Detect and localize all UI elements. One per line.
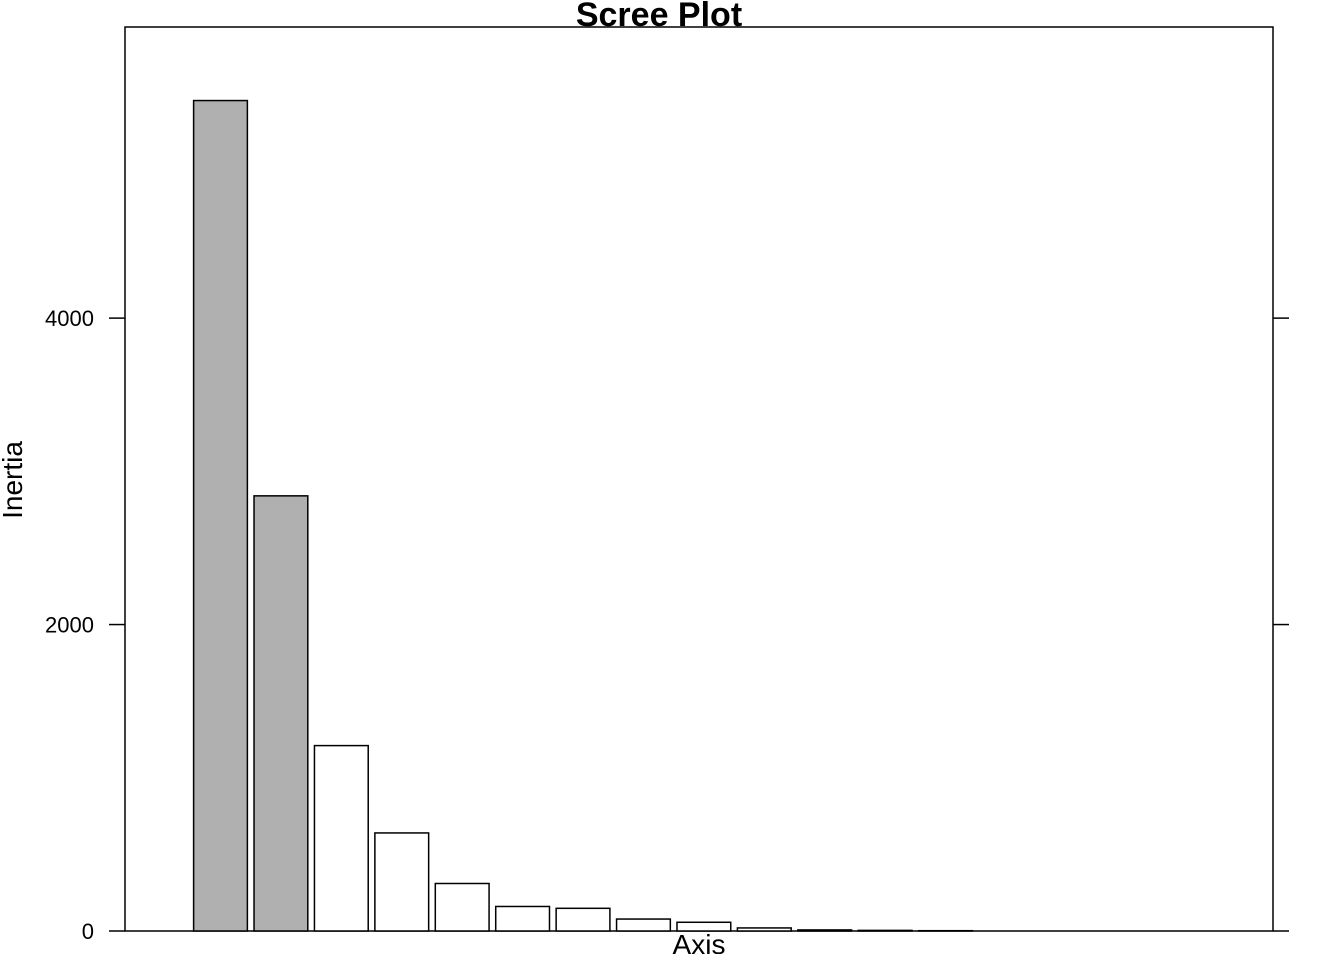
bar-axis-2 <box>253 495 309 932</box>
y-tick-label-4000: 4000 <box>45 306 94 331</box>
y-axis-label: Inertia <box>0 441 28 519</box>
bar-axis-1 <box>192 99 249 932</box>
bar-axis-12 <box>857 929 913 932</box>
bar-axis-9 <box>676 921 732 932</box>
chart-title: Scree Plot <box>576 0 742 34</box>
x-axis-label: Axis <box>673 929 726 954</box>
bar-axis-4 <box>374 832 430 932</box>
bar-axis-10 <box>736 927 792 932</box>
bar-axis-11 <box>797 929 853 932</box>
bar-axis-5 <box>434 882 490 932</box>
bars-layer <box>192 99 974 932</box>
bar-axis-3 <box>313 744 369 932</box>
bar-axis-8 <box>615 918 672 932</box>
y-tick-label-0: 0 <box>82 919 94 944</box>
y-axis: 0 2000 4000 <box>45 306 1289 944</box>
bar-axis-7 <box>555 907 611 932</box>
y-tick-label-2000: 2000 <box>45 613 94 638</box>
bar-axis-6 <box>494 905 551 932</box>
